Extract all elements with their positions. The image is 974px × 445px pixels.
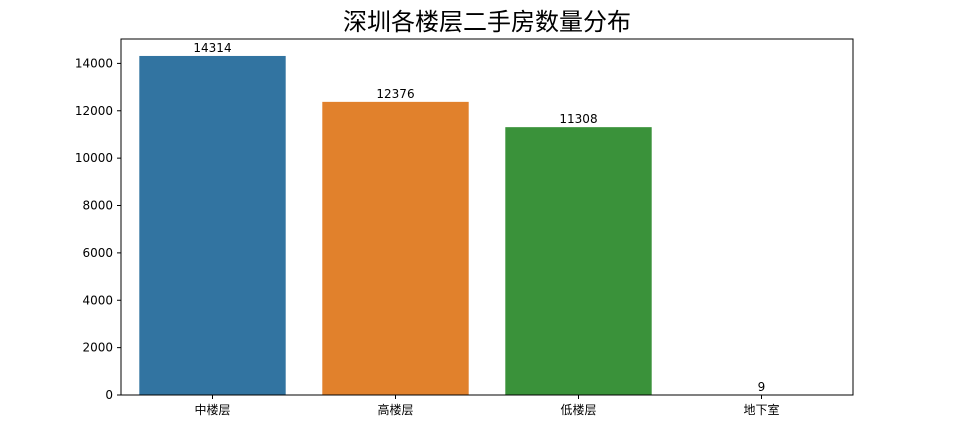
y-tick-label-4: 8000	[82, 199, 113, 213]
bar-0	[139, 55, 286, 396]
y-tick-label-3: 6000	[82, 246, 113, 260]
y-tick-label-1: 2000	[82, 341, 113, 355]
x-tick-label-2: 低楼层	[560, 402, 596, 417]
labels-layer: 14314 中楼层 12376 高楼层 11308 低楼层 9 地下室 0 2000 4000 600…	[75, 41, 780, 417]
y-tick-label-5: 10000	[75, 151, 113, 165]
y-tick-label-2: 4000	[82, 293, 113, 307]
y-tick-label-6: 12000	[75, 104, 113, 118]
bar-2	[505, 127, 652, 395]
bar-1	[322, 101, 469, 395]
data-label-0: 14314	[193, 41, 231, 55]
chart-title: 深圳各楼层二手房数量分布	[343, 8, 631, 36]
y-tick-label-7: 14000	[75, 56, 113, 70]
x-tick-label-0: 中楼层	[194, 402, 230, 417]
y-tick-label-0: 0	[105, 388, 113, 402]
bars-layer	[139, 55, 835, 396]
x-tick-label-3: 地下室	[743, 402, 779, 417]
data-label-3: 9	[758, 380, 766, 394]
data-label-2: 11308	[559, 112, 597, 126]
plot-frame	[120, 38, 854, 396]
x-tick-label-1: 高楼层	[377, 402, 413, 417]
data-label-1: 12376	[376, 87, 414, 101]
axes-layer	[117, 38, 854, 399]
